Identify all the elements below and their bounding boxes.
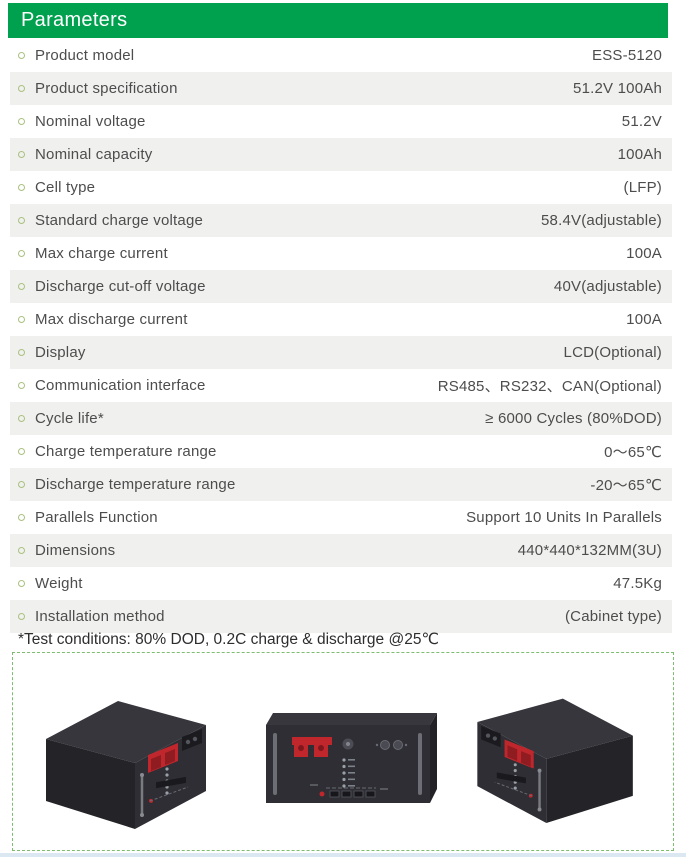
table-row: Discharge cut-off voltage 40V(adjustable…	[10, 270, 672, 303]
row-label: Weight	[35, 575, 83, 592]
table-row: Product model ESS-5120	[10, 39, 672, 72]
row-label: Installation method	[35, 608, 165, 625]
row-label: Standard charge voltage	[35, 212, 204, 229]
battery-image-left-angle	[46, 701, 206, 829]
row-label: Nominal capacity	[35, 146, 153, 163]
bullet-icon	[18, 250, 25, 257]
row-value: -20～65℃	[590, 477, 662, 494]
battery-image-right-angle	[477, 698, 633, 824]
bullet-icon	[18, 613, 25, 620]
table-row: Discharge temperature range -20～65℃	[10, 468, 672, 501]
test-conditions-note: *Test conditions: 80% DOD, 0.2C charge &…	[18, 631, 439, 648]
bullet-icon	[18, 349, 25, 356]
row-value: Support 10 Units In Parallels	[466, 509, 662, 526]
row-value: 51.2V	[621, 113, 662, 130]
bullet-icon	[18, 481, 25, 488]
table-row: Max charge current 100A	[10, 237, 672, 270]
row-value: 58.4V(adjustable)	[541, 212, 662, 229]
bullet-icon	[18, 151, 25, 158]
table-row: Standard charge voltage 58.4V(adjustable…	[10, 204, 672, 237]
row-label: Display	[35, 344, 86, 361]
table-row: Parallels Function Support 10 Units In P…	[10, 501, 672, 534]
row-label: Charge temperature range	[35, 443, 217, 460]
table-row: Nominal voltage 51.2V	[10, 105, 672, 138]
row-label: Communication interface	[35, 377, 206, 394]
row-label: Cell type	[35, 179, 96, 196]
table-row: Cycle life* ≥ 6000 Cycles (80%DOD)	[10, 402, 672, 435]
table-row: Charge temperature range 0～65℃	[10, 435, 672, 468]
row-value: 51.2V 100Ah	[573, 80, 662, 97]
row-value: 100A	[626, 311, 662, 328]
parameters-table: Product model ESS-5120 Product specifica…	[10, 39, 672, 633]
bullet-icon	[18, 448, 25, 455]
bullet-icon	[18, 382, 25, 389]
bullet-icon	[18, 283, 25, 290]
bullet-icon	[18, 184, 25, 191]
row-value: 0～65℃	[604, 444, 662, 461]
row-value: (Cabinet type)	[564, 608, 662, 625]
table-row: Weight 47.5Kg	[10, 567, 672, 600]
bullet-icon	[18, 217, 25, 224]
row-value: 440*440*132MM(3U)	[517, 542, 662, 559]
row-label: Max charge current	[35, 245, 168, 262]
row-label: Parallels Function	[35, 509, 158, 526]
battery-image-front	[266, 713, 437, 803]
row-value: 100A	[626, 245, 662, 262]
table-row: Display LCD(Optional)	[10, 336, 672, 369]
row-label: Max discharge current	[35, 311, 188, 328]
bullet-icon	[18, 118, 25, 125]
bullet-icon	[18, 85, 25, 92]
row-label: Product model	[35, 47, 135, 64]
table-row: Installation method (Cabinet type)	[10, 600, 672, 633]
bullet-icon	[18, 415, 25, 422]
row-value: 100Ah	[617, 146, 662, 163]
row-label: Discharge temperature range	[35, 476, 236, 493]
row-label: Product specification	[35, 80, 178, 97]
row-label: Dimensions	[35, 542, 116, 559]
row-value: ESS-5120	[592, 47, 662, 64]
row-value: ≥ 6000 Cycles (80%DOD)	[485, 410, 662, 427]
row-value: RS485、RS232、CAN(Optional)	[437, 378, 662, 395]
bullet-icon	[18, 547, 25, 554]
row-label: Discharge cut-off voltage	[35, 278, 206, 295]
row-label: Cycle life*	[35, 410, 104, 427]
bullet-icon	[18, 52, 25, 59]
product-images-box	[12, 652, 674, 851]
row-value: LCD(Optional)	[563, 344, 662, 361]
section-title: Parameters	[8, 3, 668, 38]
page-bottom-divider	[0, 853, 686, 857]
bullet-icon	[18, 580, 25, 587]
row-value: 40V(adjustable)	[553, 278, 662, 295]
row-label: Nominal voltage	[35, 113, 146, 130]
table-row: Cell type (LFP)	[10, 171, 672, 204]
table-row: Max discharge current 100A	[10, 303, 672, 336]
table-row: Dimensions 440*440*132MM(3U)	[10, 534, 672, 567]
bullet-icon	[18, 316, 25, 323]
table-row: Communication interface RS485、RS232、CAN(…	[10, 369, 672, 402]
table-row: Product specification 51.2V 100Ah	[10, 72, 672, 105]
table-row: Nominal capacity 100Ah	[10, 138, 672, 171]
bullet-icon	[18, 514, 25, 521]
row-value: (LFP)	[623, 179, 662, 196]
row-value: 47.5Kg	[613, 575, 662, 592]
